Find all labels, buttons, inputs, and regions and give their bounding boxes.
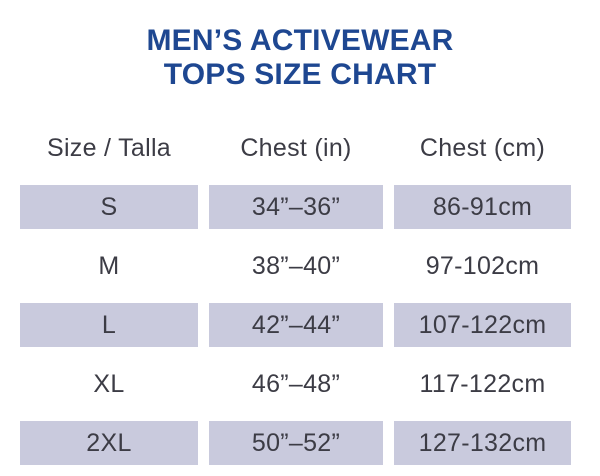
size-cell: XL: [93, 369, 125, 398]
page-title: MEN’S ACTIVEWEAR TOPS SIZE CHART: [0, 0, 600, 92]
chest-cm-cell: 127-132cm: [394, 421, 571, 465]
chest-cm-cell: 117-122cm: [419, 369, 546, 398]
chest-in-cell: 46”–48”: [251, 369, 341, 398]
column-header-chest-in: Chest (in): [240, 133, 352, 162]
chest-cm-cell: 107-122cm: [394, 303, 571, 347]
column-header-size: Size / Talla: [46, 133, 172, 162]
size-cell: S: [20, 185, 198, 229]
chest-cm-cell: 86-91cm: [394, 185, 571, 229]
chest-in-cell: 38”–40”: [251, 251, 341, 280]
size-cell: L: [20, 303, 198, 347]
size-cell: M: [98, 251, 120, 280]
size-cell: 2XL: [20, 421, 198, 465]
page-title-line-1: MEN’S ACTIVEWEAR: [146, 24, 454, 57]
size-chart-table: Size / Talla Chest (in) Chest (cm) S 34”…: [20, 126, 572, 465]
chest-in-cell: 42”–44”: [209, 303, 383, 347]
page-title-line-2: TOPS SIZE CHART: [163, 58, 437, 91]
chest-in-cell: 50”–52”: [209, 421, 383, 465]
chest-cm-cell: 97-102cm: [425, 251, 540, 280]
chest-in-cell: 34”–36”: [209, 185, 383, 229]
column-header-chest-cm: Chest (cm): [419, 133, 546, 162]
